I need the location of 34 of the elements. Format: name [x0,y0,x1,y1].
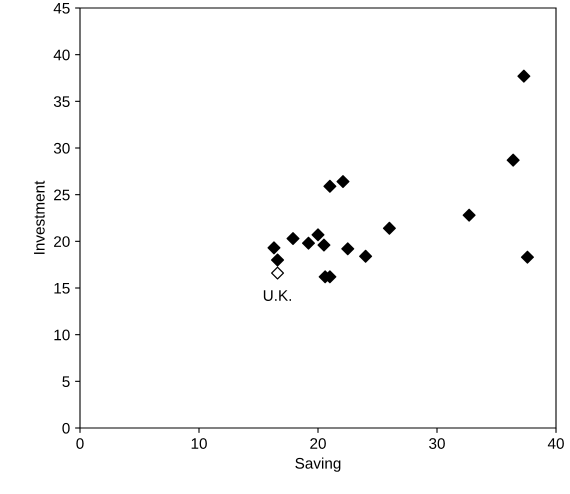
point [341,242,354,256]
point [506,154,520,167]
y-axis-title: Investment [34,180,45,254]
point [311,228,325,242]
y-tick-label: 25 [54,190,70,200]
point [302,236,315,250]
point [462,208,476,222]
point [286,232,300,246]
y-tick-label: 30 [54,142,70,154]
point [382,222,396,235]
x-tick-label: 40 [548,438,564,449]
y-tick-label: 0 [62,422,70,434]
point [520,250,534,264]
x-tick-label: 0 [76,438,84,449]
y-tick-label: 45 [54,3,70,14]
y-tick-label: 20 [54,236,70,248]
x-axis-title: Saving [295,458,340,472]
point [359,250,372,263]
point [336,175,350,188]
y-tick-label: 5 [62,376,70,388]
annotation: U.K. [264,290,291,301]
y-tick-label: 35 [54,96,70,108]
x-tick-label: 30 [429,438,445,449]
y-tick-label: 10 [54,330,70,340]
y-tick-label: 15 [54,283,70,294]
point [323,180,336,193]
x-tick-label: 10 [192,438,207,449]
point [517,70,530,83]
y-tick-label: 40 [54,50,70,60]
point [317,238,330,252]
point [271,266,284,280]
point [267,241,280,254]
point [271,253,284,267]
x-tick-label: 20 [310,438,326,449]
